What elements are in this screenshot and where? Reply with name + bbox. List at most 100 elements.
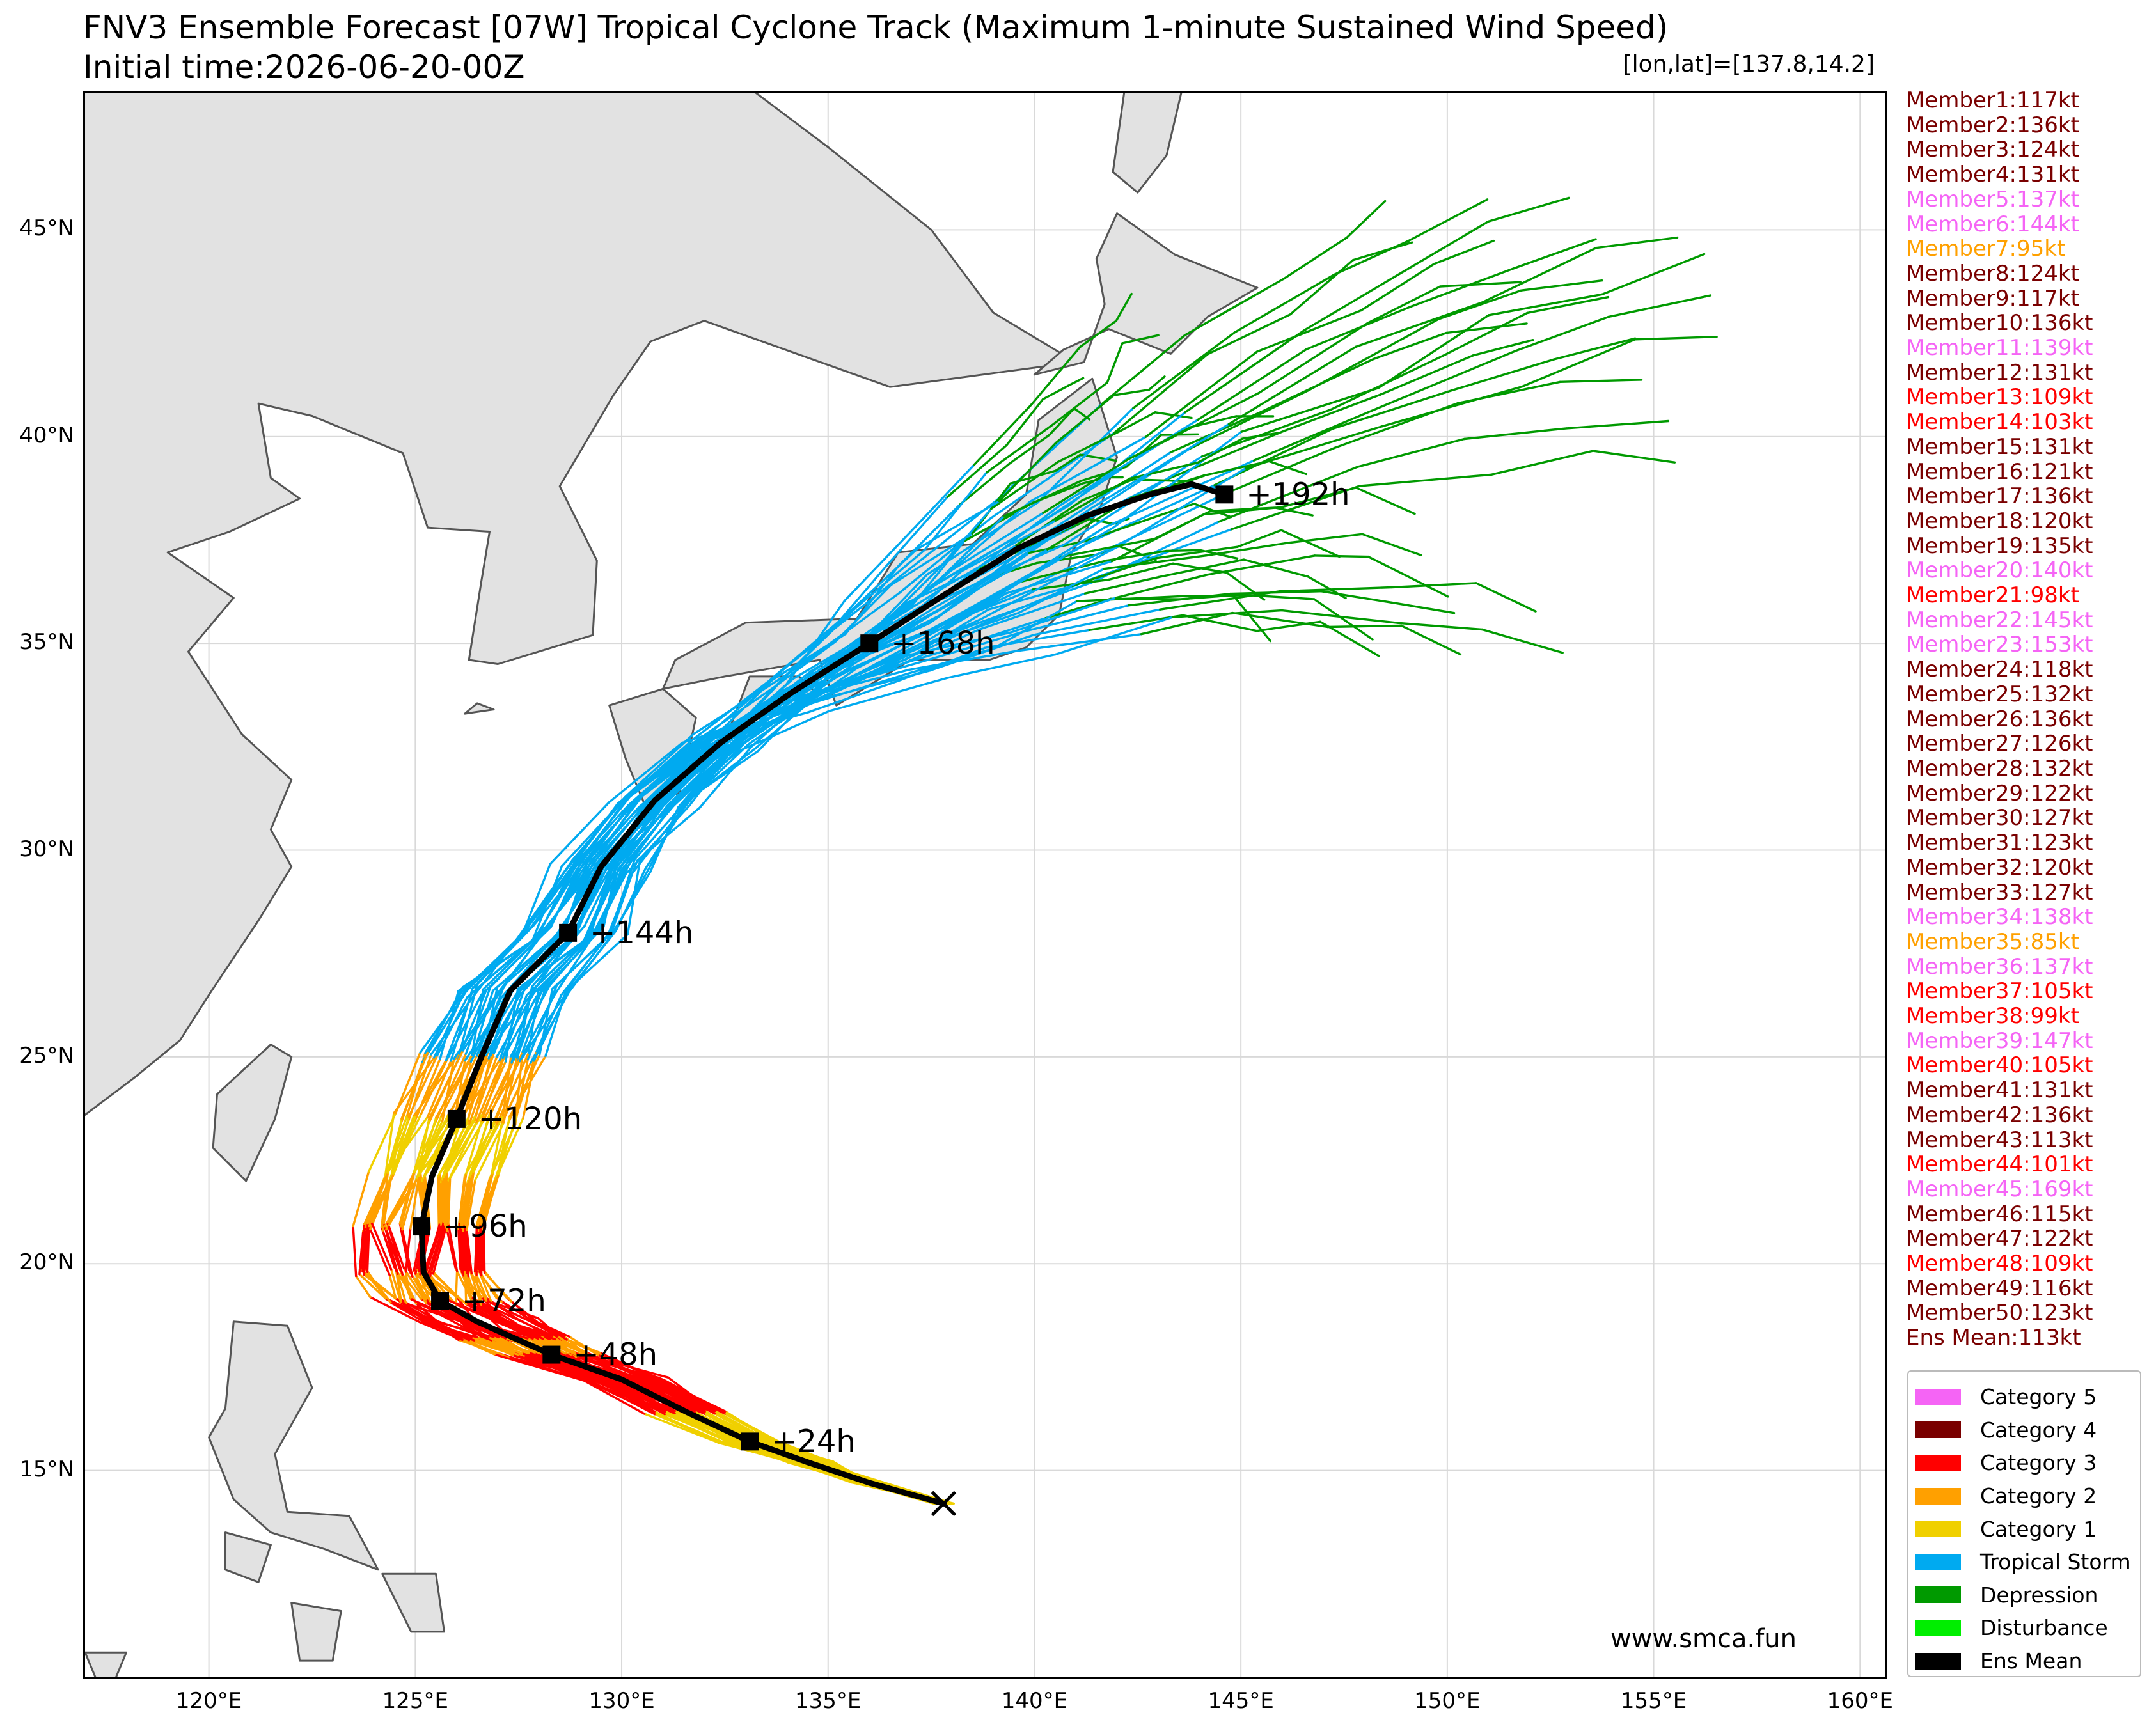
member-track-segment — [1005, 560, 1113, 595]
member-track-segment — [947, 512, 1044, 574]
member-track-segment — [510, 1300, 539, 1324]
member-track-segment — [1279, 586, 1394, 593]
member-track-segment — [409, 1175, 420, 1230]
coordinate-readout: [lon,lat]=[137.8,14.2] — [1623, 51, 1875, 77]
member-track-segment — [1067, 377, 1085, 387]
member-intensity: Member26:136kt — [1906, 706, 2093, 732]
member-track-segment — [594, 800, 648, 866]
legend-swatch — [1915, 1652, 1961, 1670]
member-intensity: Member21:98kt — [1906, 583, 2079, 609]
legend-swatch — [1915, 1553, 1961, 1570]
member-track-segment — [626, 861, 641, 936]
member-track-segment — [409, 1297, 460, 1326]
member-track-segment — [1059, 419, 1199, 506]
member-track-segment — [502, 1056, 518, 1124]
member-track-segment — [692, 680, 770, 740]
member-track-segment — [937, 508, 993, 570]
member-track-segment — [522, 1050, 538, 1120]
member-track-segment — [865, 625, 950, 653]
member-track-segment — [854, 604, 980, 670]
member-track-segment — [1433, 239, 1495, 265]
member-track-segment — [1202, 506, 1282, 516]
member-track-segment — [1204, 542, 1289, 557]
member-track-segment — [1240, 387, 1380, 433]
member-track-segment — [773, 639, 837, 689]
member-track-segment — [1190, 415, 1238, 428]
member-intensity: Member28:132kt — [1906, 755, 2093, 781]
member-track-segment — [391, 1116, 410, 1178]
member-track-segment — [472, 1123, 498, 1173]
member-track-segment — [1126, 426, 1192, 461]
member-track-segment — [1058, 538, 1156, 558]
member-track-segment — [1106, 342, 1124, 384]
member-track-segment — [508, 1054, 547, 1118]
member-track-segment — [835, 584, 892, 643]
member-intensity: Member8:124kt — [1906, 260, 2079, 286]
member-track-segment — [1119, 411, 1156, 432]
member-track-segment — [1607, 294, 1712, 318]
taiwan-island — [212, 1044, 293, 1182]
member-track-segment — [454, 1269, 459, 1306]
map-canvas[interactable]: +24h +48h +72h +96h +120h +144h +168h +192h — [85, 93, 1885, 1677]
member-track-segment — [929, 634, 1035, 672]
member-track-segment — [844, 548, 918, 616]
member-track-segment — [1155, 545, 1239, 560]
member-track-segment — [537, 1322, 568, 1341]
member-track-segment — [1057, 430, 1122, 464]
member-track-segment — [1559, 379, 1643, 383]
member-track-segment — [521, 1352, 606, 1379]
member-track-segment — [369, 1228, 391, 1277]
member-track-segment — [739, 710, 830, 752]
forecast-step-label: +192h — [1246, 476, 1349, 512]
member-track-segment — [366, 1271, 392, 1304]
member-track-segment — [361, 1226, 367, 1273]
member-track-segment — [828, 677, 950, 712]
legend-label: Category 4 — [1980, 1417, 2097, 1443]
member-track-segment — [380, 1170, 389, 1229]
member-track-segment — [1255, 620, 1321, 632]
member-track-segment — [1165, 549, 1202, 552]
member-track-segment — [1206, 313, 1292, 356]
member-intensity: Member2:136kt — [1906, 112, 2079, 138]
member-track-segment — [400, 1049, 430, 1120]
member-track-segment — [445, 992, 473, 1062]
member-track-segment — [399, 1301, 430, 1325]
member-track-segment — [584, 872, 618, 941]
member-track-segment — [515, 1060, 535, 1116]
map-frame[interactable]: +24h +48h +72h +96h +120h +144h +168h +192h — [83, 91, 1887, 1679]
member-track-segment — [1030, 345, 1082, 406]
member-track-segment — [660, 742, 727, 810]
member-track-segment — [421, 983, 471, 1064]
member-track-segment — [441, 1057, 455, 1122]
member-track-segment — [1463, 427, 1568, 441]
member-track-segment — [446, 1122, 471, 1173]
legend-swatch — [1915, 1521, 1961, 1538]
member-intensity: Member12:131kt — [1906, 359, 2093, 386]
member-intensity: Member34:138kt — [1906, 904, 2093, 930]
legend-entry: Category 1 — [1915, 1512, 2140, 1546]
member-track-segment — [1218, 466, 1359, 523]
lat-tick-label: 45°N — [19, 215, 74, 242]
member-track-segment — [643, 1381, 706, 1413]
member-intensity: Member46:115kt — [1906, 1201, 2093, 1227]
member-intensity: Member19:135kt — [1906, 533, 2093, 559]
member-track-segment — [1014, 633, 1143, 652]
member-track-segment — [923, 471, 988, 551]
member-track-segment — [404, 1227, 412, 1273]
member-track-segment — [1018, 568, 1105, 614]
member-track-segment — [466, 1178, 476, 1232]
lon-tick-label: 135°E — [795, 1688, 862, 1714]
member-track-segment — [778, 1441, 831, 1463]
member-track-segment — [387, 1177, 419, 1227]
forecast-step-label: +96h — [443, 1209, 528, 1244]
member-track-segment — [1019, 559, 1108, 583]
member-track-segment — [597, 1354, 665, 1381]
member-track-segment — [490, 1340, 530, 1354]
member-track-segment — [447, 1223, 459, 1272]
member-track-segment — [556, 1335, 587, 1357]
member-track-segment — [1379, 350, 1517, 409]
member-track-segment — [789, 1460, 860, 1484]
member-track-segment — [1232, 594, 1272, 643]
lat-tick-label: 40°N — [19, 422, 74, 448]
luzon-island — [208, 1320, 379, 1571]
